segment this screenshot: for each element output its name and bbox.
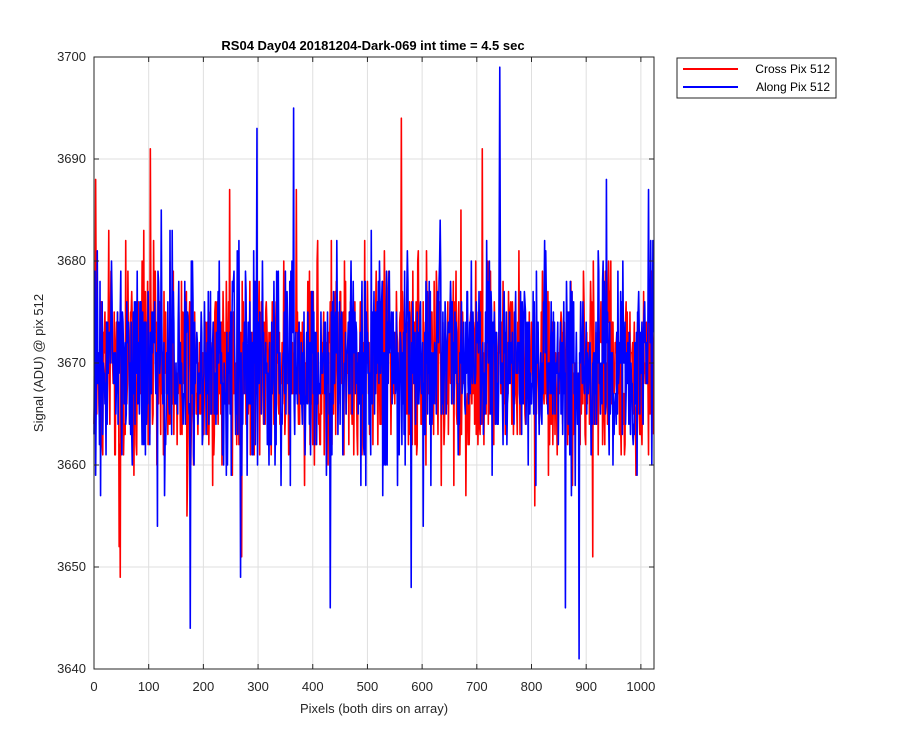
legend: Cross Pix 512 Along Pix 512 <box>676 57 837 99</box>
x-tick-label: 800 <box>521 679 543 694</box>
legend-label-along: Along Pix 512 <box>756 80 830 94</box>
y-tick-label: 3680 <box>57 253 86 268</box>
x-tick-label: 500 <box>357 679 379 694</box>
y-axis-label: Signal (ADU) @ pix 512 <box>31 294 46 432</box>
y-tick-label: 3690 <box>57 151 86 166</box>
y-tick-label: 3660 <box>57 457 86 472</box>
legend-box <box>676 57 837 99</box>
x-tick-label: 200 <box>193 679 215 694</box>
x-tick-label: 700 <box>466 679 488 694</box>
x-tick-label: 300 <box>247 679 269 694</box>
x-tick-label: 1000 <box>626 679 655 694</box>
series-line-1 <box>93 66 655 660</box>
x-tick-label: 100 <box>138 679 160 694</box>
y-tick-label: 3640 <box>57 661 86 676</box>
x-tick-label: 400 <box>302 679 324 694</box>
legend-label-cross: Cross Pix 512 <box>755 62 830 76</box>
x-tick-label: 600 <box>411 679 433 694</box>
series-layer <box>93 66 655 660</box>
chart-title: RS04 Day04 20181204-Dark-069 int time = … <box>221 38 524 53</box>
x-tick-label: 0 <box>90 679 97 694</box>
axis-ticks: 0 100 200 300 400 500 600 700 800 900 1000 3640 3650… <box>57 49 655 694</box>
y-tick-label: 3670 <box>57 355 86 370</box>
x-tick-label: 900 <box>575 679 597 694</box>
y-tick-label: 3700 <box>57 49 86 64</box>
y-tick-label: 3650 <box>57 559 86 574</box>
x-axis-label: Pixels (both dirs on array) <box>300 701 448 716</box>
